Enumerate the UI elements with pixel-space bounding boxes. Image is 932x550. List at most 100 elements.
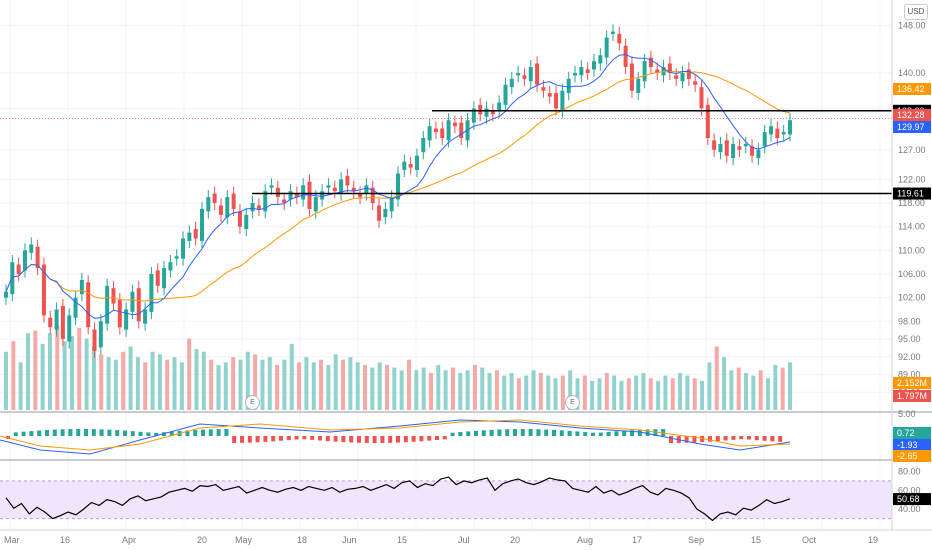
macd-histogram-bar — [130, 431, 135, 436]
rsi-tag-bg — [893, 493, 931, 506]
candle-body — [67, 315, 72, 342]
macd-histogram-bar — [770, 436, 775, 442]
signal-line — [0, 419, 791, 451]
time-tick: 19 — [868, 535, 878, 545]
candle-body — [60, 305, 65, 340]
macd-histogram-bar — [552, 429, 556, 436]
macd-histogram-bar — [747, 436, 751, 440]
macd-histogram-bar — [637, 429, 642, 436]
volume-bar — [25, 333, 30, 410]
macd-histogram-bar — [13, 432, 18, 436]
candle-body — [105, 285, 110, 324]
volume-bar — [392, 367, 397, 410]
vol-last-tag-bg — [893, 390, 931, 402]
volume-bar — [304, 357, 309, 410]
macd-histogram-bar — [364, 436, 369, 443]
macd-histogram-bar — [310, 436, 315, 440]
candle-body — [560, 90, 565, 111]
vol-ma-tag-bg — [893, 377, 931, 389]
candle-body — [79, 279, 84, 295]
macd-histogram-bar — [708, 436, 712, 442]
candle-body — [244, 214, 249, 230]
price-tick: 114.00 — [898, 222, 925, 232]
macd-histogram-bar — [598, 432, 603, 436]
candle-body — [275, 187, 280, 198]
volume-bar — [494, 370, 499, 410]
volume-bar — [531, 370, 536, 410]
candle-body — [143, 309, 148, 324]
macd-histogram-bar — [458, 432, 463, 436]
candle-body — [762, 132, 767, 147]
volume-bar — [275, 365, 280, 410]
candle-body — [446, 120, 451, 141]
volume-bar — [516, 378, 521, 410]
price-tag-level-bg — [893, 187, 931, 200]
macd-histogram-bar — [185, 430, 190, 436]
volume-bar — [546, 375, 551, 410]
candle-body — [459, 122, 464, 138]
candle-body — [130, 291, 135, 312]
candle-body — [522, 75, 527, 79]
volume-bar — [472, 365, 477, 410]
volume-bar — [348, 357, 353, 410]
macd-histogram-bar — [123, 430, 127, 436]
price-tag-sma_slow: 136.42 — [897, 84, 925, 94]
macd-histogram-bar — [396, 436, 400, 443]
earnings-badge[interactable]: E — [245, 395, 260, 410]
macd-histogram-bar — [583, 432, 588, 436]
volume-bar — [179, 362, 184, 410]
macd-histogram-bar — [107, 429, 112, 436]
candle-body — [212, 193, 217, 204]
volume-bar — [597, 378, 602, 410]
macd-histogram-bar — [115, 430, 120, 436]
price-tick: 110.00 — [898, 245, 925, 255]
volume-bar — [370, 367, 375, 410]
macd-histogram-bar — [388, 436, 393, 443]
candle-body — [661, 67, 666, 76]
candle-body — [566, 78, 571, 94]
macd-histogram-bar — [614, 431, 619, 436]
macd-histogram-bar — [76, 429, 81, 436]
candle-body — [478, 104, 483, 115]
macd-histogram-bar — [645, 429, 650, 436]
volume-bar — [758, 370, 763, 410]
price-tick: 118.00 — [898, 198, 925, 208]
vol-ma-tag: 2.152M — [897, 378, 927, 388]
macd-histogram-bar — [427, 436, 432, 441]
volume-bar — [11, 341, 16, 410]
volume-bar — [700, 380, 705, 410]
macd-histogram-bar — [466, 431, 471, 436]
candle-body — [162, 268, 167, 289]
macd-histogram-bar — [630, 430, 634, 436]
earnings-badge[interactable]: E — [565, 395, 580, 410]
candle-body — [377, 205, 382, 221]
candle-body — [54, 309, 59, 330]
candle-body — [509, 78, 514, 88]
candle-body — [699, 87, 704, 109]
volume-bar — [707, 362, 712, 410]
volume-bar — [333, 354, 338, 410]
time-tick: Jun — [342, 535, 357, 545]
candle-body — [218, 205, 223, 215]
volume-bar — [201, 351, 206, 410]
candle-body — [743, 143, 748, 147]
volume-bar — [106, 357, 111, 410]
macd-histogram-bar — [536, 429, 541, 436]
volume-bar — [465, 370, 470, 410]
price-tick: 148.00 — [898, 21, 926, 31]
rsi-tick: 40.00 — [898, 504, 921, 514]
volume-bar — [487, 372, 492, 410]
candle-body — [174, 256, 179, 259]
macd-histogram-bar — [255, 436, 260, 443]
volume-bar — [40, 343, 45, 410]
macd-pane — [0, 419, 791, 455]
macd-histogram-bar — [60, 429, 65, 436]
candle-body — [250, 203, 255, 212]
candle-body — [484, 108, 489, 117]
volume-bar — [355, 362, 360, 410]
candle-body — [237, 211, 242, 227]
candle-body — [718, 143, 723, 153]
candle-body — [4, 291, 8, 298]
currency-button[interactable]: USD — [904, 4, 928, 20]
